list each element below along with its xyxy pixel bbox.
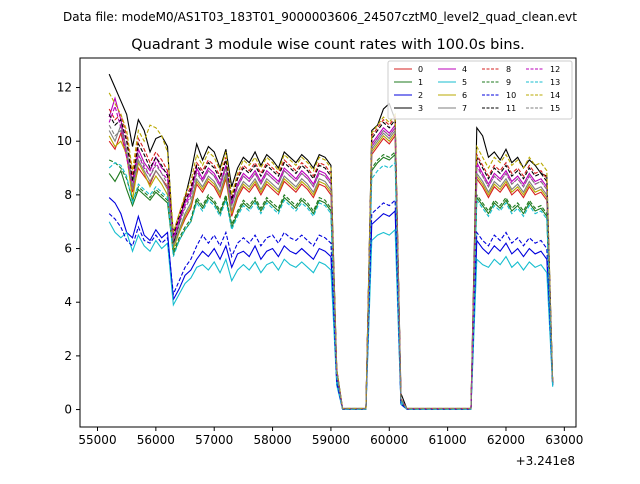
x-tick-label: 57000 <box>195 433 233 447</box>
legend-label-8: 8 <box>506 65 511 74</box>
y-tick-label: 0 <box>64 403 72 417</box>
legend-label-6: 6 <box>462 91 467 100</box>
chart-title: Quadrant 3 module wise count rates with … <box>131 37 525 53</box>
x-tick-label: 61000 <box>429 433 467 447</box>
x-tick-label: 60000 <box>370 433 408 447</box>
series-line-15 <box>108 124 554 410</box>
x-tick-label: 58000 <box>253 433 291 447</box>
legend-label-14: 14 <box>550 91 560 100</box>
y-tick-label: 12 <box>57 81 72 95</box>
y-tick-label: 2 <box>64 349 72 363</box>
series-line-9 <box>108 150 554 410</box>
x-offset-label: +3.241e8 <box>516 454 575 468</box>
legend-label-15: 15 <box>550 104 560 113</box>
legend-label-4: 4 <box>462 65 467 74</box>
series-line-5 <box>108 221 554 410</box>
y-tick-label: 10 <box>57 134 72 148</box>
x-tick-label: 62000 <box>487 433 525 447</box>
axes-frame <box>79 57 577 428</box>
legend-label-0: 0 <box>418 65 423 74</box>
legend-label-11: 11 <box>506 104 516 113</box>
series-layer <box>108 73 554 410</box>
series-line-2 <box>108 197 554 410</box>
legend-label-7: 7 <box>462 104 467 113</box>
legend-label-12: 12 <box>550 65 560 74</box>
legend-label-1: 1 <box>418 78 423 87</box>
x-tick-label: 56000 <box>137 433 175 447</box>
legend-box <box>387 60 573 120</box>
series-line-14 <box>108 92 554 410</box>
x-tick-label: 55000 <box>78 433 116 447</box>
legend-label-10: 10 <box>506 91 516 100</box>
y-tick-label: 4 <box>64 295 72 309</box>
legend-label-9: 9 <box>506 78 511 87</box>
legend-label-13: 13 <box>550 78 560 87</box>
data-file-label: Data file: modeM0/AS1T03_183T01_90000036… <box>63 10 577 24</box>
series-line-10 <box>108 199 554 410</box>
x-tick-label: 59000 <box>312 433 350 447</box>
series-line-13 <box>108 161 554 410</box>
legend-label-2: 2 <box>418 91 423 100</box>
y-tick-label: 6 <box>64 242 72 256</box>
legend-label-3: 3 <box>418 104 423 113</box>
x-tick-label: 63000 <box>545 433 583 447</box>
y-tick-label: 8 <box>64 188 72 202</box>
axes-layer: 55000 56000 57000 58000 59000 60000 61000 62000… <box>57 57 583 447</box>
legend-label-5: 5 <box>462 78 467 87</box>
